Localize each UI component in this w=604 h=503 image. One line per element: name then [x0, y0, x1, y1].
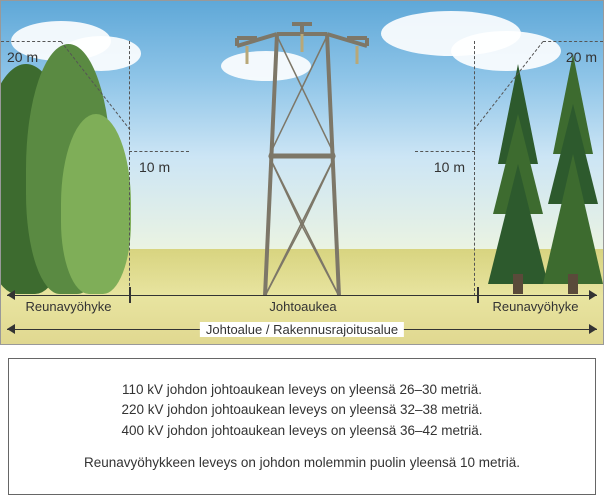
label-20m-left: 20 m [7, 49, 38, 65]
dash-slope-left2 [129, 151, 189, 152]
dash-top-left [1, 41, 61, 42]
scene: 20 m 20 m 10 m 10 m Reunavyöhyke Johtoau… [0, 0, 604, 345]
zone-center: Johtoaukea [131, 299, 475, 314]
conifer-icon [483, 34, 603, 294]
zone-edge-left: Reunavyöhyke [11, 299, 126, 314]
tower-icon [217, 16, 387, 296]
info-footer: Reunavyöhykkeen leveys on johdon molemmi… [84, 453, 520, 473]
dash-v-right [474, 41, 475, 296]
label-10m-right: 10 m [434, 159, 465, 175]
info-box: 110 kV johdon johtoaukean leveys on ylee… [8, 358, 596, 495]
trees-left [1, 34, 121, 294]
info-line2: 220 kV johdon johtoaukean leveys on ylee… [122, 400, 483, 420]
dash-slope-right2 [415, 151, 475, 152]
zone-edge-right: Reunavyöhyke [478, 299, 593, 314]
zone-full: Johtoalue / Rakennusrajoitusalue [200, 322, 404, 337]
diagram-container: 20 m 20 m 10 m 10 m Reunavyöhyke Johtoau… [0, 0, 604, 503]
dimbar-zones [7, 295, 597, 297]
info-line1: 110 kV johdon johtoaukean leveys on ylee… [122, 380, 482, 400]
dash-v-left [129, 41, 130, 296]
label-20m-right: 20 m [566, 49, 597, 65]
label-10m-left: 10 m [139, 159, 170, 175]
dash-top-right [543, 41, 603, 42]
transmission-tower [217, 16, 387, 296]
info-line3: 400 kV johdon johtoaukean leveys on ylee… [122, 421, 483, 441]
trees-right [483, 34, 603, 294]
